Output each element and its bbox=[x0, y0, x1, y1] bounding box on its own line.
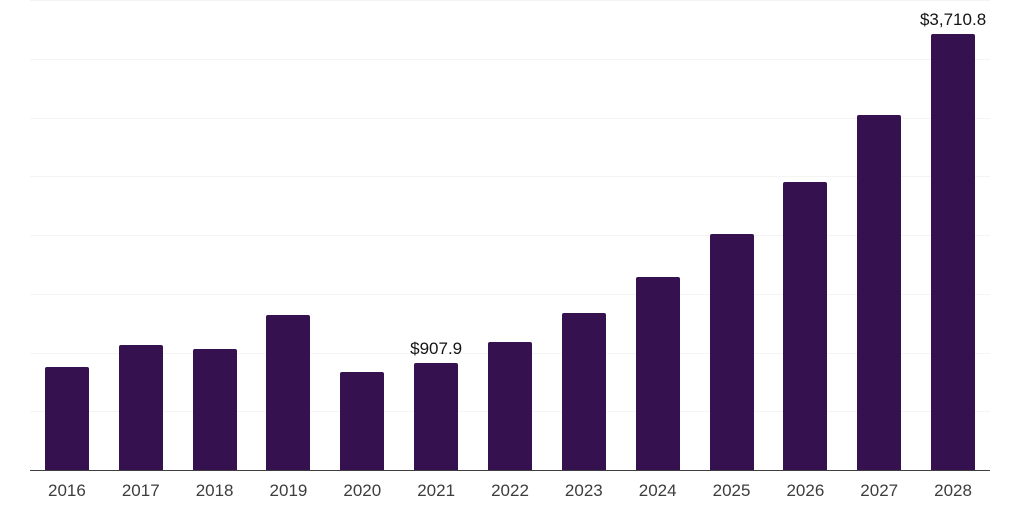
x-tick-2023: 2023 bbox=[564, 481, 603, 500]
x-tick-2017: 2017 bbox=[121, 481, 160, 500]
x-tick-2016: 2016 bbox=[48, 481, 86, 500]
gridline-2000 bbox=[30, 235, 990, 236]
x-tick-2024: 2024 bbox=[638, 481, 677, 500]
bar-2018 bbox=[192, 348, 237, 470]
gridline-4000 bbox=[30, 0, 990, 1]
x-tick-2025: 2025 bbox=[712, 481, 751, 500]
x-tick-2028: 2028 bbox=[934, 481, 972, 500]
gridline-1500 bbox=[30, 293, 990, 295]
data-label-2021: $907.9 bbox=[410, 339, 463, 359]
bar-2022 bbox=[488, 341, 532, 470]
x-axis-tick-labels: 2016 2017 2018 2019 2020 2021 2022 2023 2024 2025… bbox=[0, 481, 1024, 505]
bar-2025 bbox=[709, 233, 754, 470]
x-tick-2020: 2020 bbox=[343, 481, 382, 500]
bar-2021 bbox=[414, 363, 459, 470]
bar-2019 bbox=[266, 314, 311, 470]
x-tick-2021: 2021 bbox=[417, 481, 456, 500]
gridline-3000 bbox=[30, 117, 990, 119]
x-tick-2018: 2018 bbox=[195, 481, 234, 500]
bar-2028 bbox=[931, 33, 976, 470]
x-axis-line bbox=[30, 469, 990, 471]
gridline-3500 bbox=[30, 58, 990, 60]
bar-2024 bbox=[635, 277, 680, 470]
plot-area: $907.9 $3,710.8 bbox=[30, 0, 990, 471]
bar-2027 bbox=[857, 115, 902, 470]
bar-2023 bbox=[561, 312, 606, 470]
bar-2017 bbox=[118, 344, 163, 470]
x-tick-2019: 2019 bbox=[269, 481, 308, 500]
bar-2020 bbox=[340, 371, 385, 470]
data-label-2028: $3,710.8 bbox=[919, 9, 987, 29]
bar-2016 bbox=[44, 367, 89, 470]
gridline-2500 bbox=[30, 176, 990, 178]
x-tick-2027: 2027 bbox=[860, 481, 899, 500]
bar-2026 bbox=[783, 181, 828, 470]
x-tick-2022: 2022 bbox=[491, 481, 529, 500]
x-tick-2026: 2026 bbox=[786, 481, 825, 500]
